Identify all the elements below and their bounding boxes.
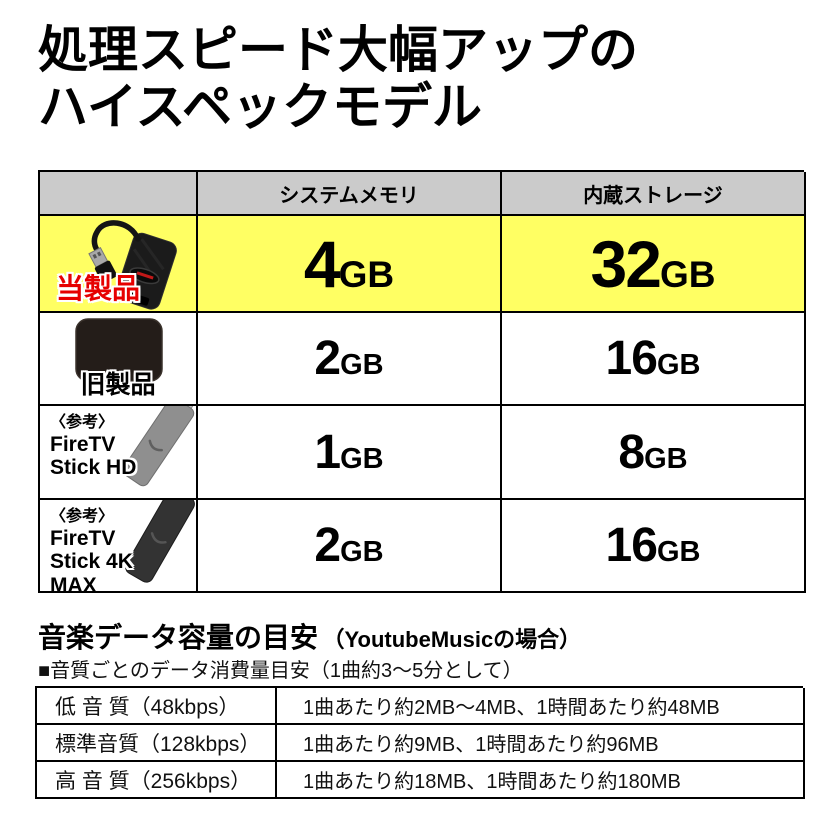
spec-row-firetv-hd-image-cell: 〈参考〉 FireTV Stick HD xyxy=(40,406,198,500)
page-title-line1: 処理スピード大幅アップの xyxy=(38,22,638,78)
music-detail-std: 1曲あたり約9MB、1時間あたり約96MB xyxy=(277,725,805,762)
spec-row-this-product-image-cell: 当製品 xyxy=(40,216,198,313)
spec-firetv-4kmax-storage: 16GB xyxy=(502,500,806,593)
storage-unit: GB xyxy=(659,253,716,295)
storage-unit: GB xyxy=(656,536,701,568)
memory-value: 2 xyxy=(314,332,341,385)
firetv-4kmax-label: 〈参考〉 FireTV Stick 4K MAX xyxy=(50,508,133,593)
reference-tag: 〈参考〉 xyxy=(50,508,115,525)
page-title-line2: ハイスペックモデル xyxy=(38,79,482,135)
memory-unit: GB xyxy=(340,536,384,568)
music-heading-sub: （YoutubeMusicの場合） xyxy=(322,627,582,652)
music-section-note: ■音質ごとのデータ消費量目安（1曲約3〜5分として） xyxy=(38,660,523,682)
music-section-heading: 音楽データ容量の目安 （YoutubeMusicの場合） xyxy=(38,616,581,656)
memory-unit: GB xyxy=(338,253,395,295)
music-quality-high: 高 音 質（256kbps） xyxy=(37,762,277,799)
this-product-label: 当製品 xyxy=(56,273,141,304)
spec-firetv-hd-storage: 8GB xyxy=(502,406,806,500)
spec-row-firetv-4kmax-image-cell: 〈参考〉 FireTV Stick 4K MAX xyxy=(40,500,198,593)
spec-header-product xyxy=(40,172,198,216)
memory-unit: GB xyxy=(340,349,384,381)
memory-unit: GB xyxy=(340,442,384,475)
storage-unit: GB xyxy=(656,349,701,381)
music-detail-low: 1曲あたり約2MB〜4MB、1時間あたり約48MB xyxy=(277,688,805,725)
spec-this-product-memory: 4GB xyxy=(198,216,502,313)
storage-unit: GB xyxy=(644,442,688,475)
storage-value: 16 xyxy=(605,332,658,385)
memory-value: 1 xyxy=(314,425,341,479)
firetv-hd-label: 〈参考〉 FireTV Stick HD xyxy=(50,414,137,480)
music-quality-low: 低 音 質（48kbps） xyxy=(37,688,277,725)
spec-old-product-storage: 16GB xyxy=(502,313,806,406)
old-product-label: 旧製品 xyxy=(80,371,156,399)
spec-old-product-memory: 2GB xyxy=(198,313,502,406)
reference-tag: 〈参考〉 xyxy=(50,414,115,431)
spec-header-memory: システムメモリ xyxy=(198,172,502,216)
music-detail-high: 1曲あたり約18MB、1時間あたり約180MB xyxy=(277,762,805,799)
spec-header-storage: 内蔵ストレージ xyxy=(502,172,806,216)
spec-row-old-product-image-cell: 旧製品 xyxy=(40,313,198,406)
page-title: 処理スピード大幅アップの ハイスペックモデル xyxy=(38,22,638,136)
old-product-image xyxy=(75,318,163,382)
music-quality-std: 標準音質（128kbps） xyxy=(37,725,277,762)
storage-value: 16 xyxy=(605,519,658,572)
firetv-stick-hd-image xyxy=(122,406,196,487)
usb-dongle-image xyxy=(88,220,177,310)
spec-firetv-hd-memory: 1GB xyxy=(198,406,502,500)
spec-this-product-storage: 32GB xyxy=(502,216,806,313)
firetv-stick-4k-image xyxy=(125,500,196,583)
spec-comparison-table: システムメモリ 内蔵ストレージ 当製品 4GB xyxy=(38,170,806,593)
storage-value: 8 xyxy=(618,425,645,479)
storage-value: 32 xyxy=(590,226,662,301)
music-heading-main: 音楽データ容量の目安 xyxy=(38,622,319,653)
spec-firetv-4kmax-memory: 2GB xyxy=(198,500,502,593)
music-data-table: 低 音 質（48kbps） 1曲あたり約2MB〜4MB、1時間あたり約48MB … xyxy=(35,686,805,799)
memory-value: 4 xyxy=(303,226,341,301)
memory-value: 2 xyxy=(314,519,341,572)
